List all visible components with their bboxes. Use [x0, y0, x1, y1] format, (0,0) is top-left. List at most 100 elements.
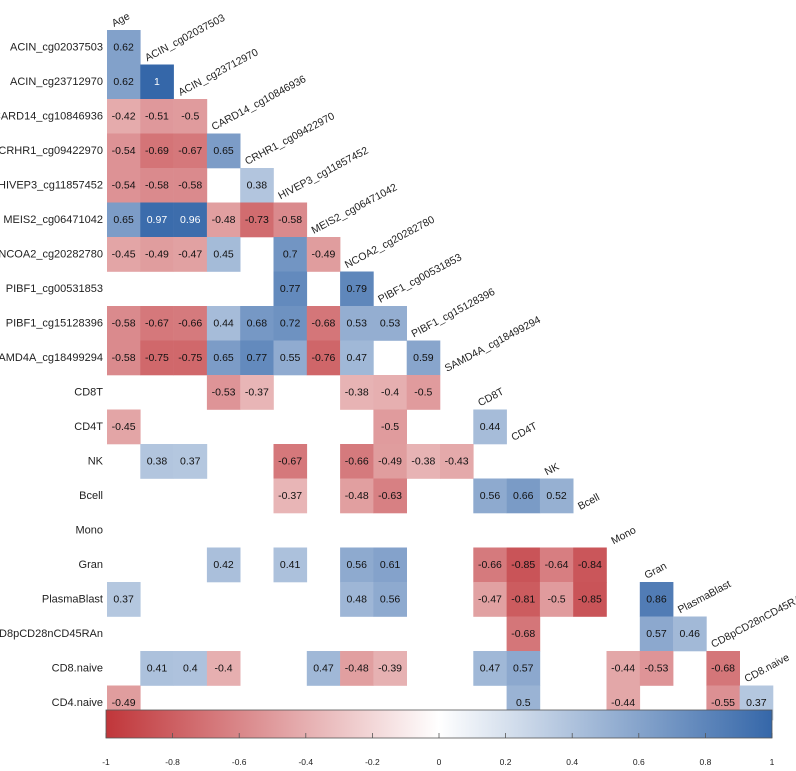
heatmap-cell — [506, 651, 541, 686]
heatmap-cell — [473, 478, 507, 514]
cell-value-label: -0.58 — [178, 179, 202, 191]
heatmap-cell — [373, 306, 407, 341]
cell-value-label: -0.68 — [711, 662, 735, 674]
cell-value-label: -0.67 — [145, 317, 169, 329]
cell-value-label: 0.41 — [280, 559, 301, 571]
heatmap-cell — [107, 306, 141, 341]
heatmap-cell — [140, 99, 174, 134]
heatmap-cell — [107, 409, 141, 445]
cell-value-label: -0.49 — [378, 455, 402, 467]
heatmap-cell — [273, 444, 308, 479]
colorbar-tick-label: 0.6 — [633, 757, 645, 767]
heatmap-cell — [107, 133, 141, 169]
cell-value-label: 1 — [154, 76, 160, 88]
cell-value-label: 0.65 — [213, 352, 234, 364]
cell-value-label: -0.75 — [145, 352, 169, 364]
column-label-plasmablast: PlasmaBlast — [676, 578, 733, 616]
row-label-cd8-naive: CD8.naive — [52, 662, 103, 674]
cell-value-label: -0.53 — [212, 386, 236, 398]
heatmap-cell — [140, 133, 174, 169]
cell-value-label: 0.61 — [380, 559, 401, 571]
heatmap-cell — [373, 478, 407, 514]
row-label-plasmablast: PlasmaBlast — [42, 593, 103, 605]
row-labels: ACIN_cg02037503 ACIN_cg23712970 CARD14_cg1… — [0, 41, 104, 709]
cell-value-label: 0.56 — [480, 490, 501, 502]
cell-value-label: 0.37 — [180, 455, 201, 467]
heatmap-cell — [140, 64, 174, 100]
cell-value-label: 0.59 — [413, 352, 434, 364]
cell-value-label: 0.77 — [280, 283, 301, 295]
cell-value-label: 0.66 — [513, 490, 534, 502]
column-label-meis2-cg06471042: MEIS2_cg06471042 — [310, 181, 400, 236]
row-label-cd8pcd28ncd45ran: CD8pCD28nCD45RAn — [0, 628, 103, 640]
heatmap-cell — [639, 616, 674, 652]
heatmap-cell — [107, 168, 141, 203]
cell-value-label: -0.49 — [145, 248, 169, 260]
row-label-cd8t: CD8T — [74, 386, 103, 398]
row-label-cd4-naive: CD4.naive — [52, 697, 103, 709]
cell-value-label: -0.48 — [345, 490, 369, 502]
heatmap-cell — [140, 237, 174, 272]
row-label-gran: Gran — [79, 559, 103, 571]
heatmap-cell — [240, 202, 274, 238]
heatmap-cell — [340, 306, 374, 341]
cell-value-label: -0.49 — [112, 697, 136, 709]
heatmap-cell — [539, 547, 574, 583]
heatmap-cell — [506, 616, 541, 652]
colorbar-tick-label: -0.4 — [298, 757, 313, 767]
cell-value-label: 0.79 — [347, 283, 368, 295]
cell-value-label: 0.52 — [546, 490, 567, 502]
heatmap-cell — [140, 444, 174, 479]
heatmap-cell — [173, 202, 208, 238]
heatmap-cell — [173, 99, 208, 134]
heatmap-cell — [406, 444, 441, 479]
cell-value-label: 0.41 — [147, 662, 168, 674]
heatmap-cell — [673, 616, 707, 652]
heatmap-cell — [206, 375, 241, 410]
heatmap-cell — [107, 202, 141, 238]
column-label-cd4t: CD4T — [509, 420, 539, 444]
cell-value-label: -0.63 — [378, 490, 402, 502]
cell-value-label: 0.57 — [513, 662, 534, 674]
heatmap-cell — [107, 340, 141, 376]
row-label-ncoa2-cg20282780: NCOA2_cg20282780 — [0, 248, 103, 260]
heatmap-cell — [240, 168, 274, 203]
cell-value-label: 0.38 — [247, 179, 268, 191]
cell-value-label: -0.58 — [278, 214, 302, 226]
column-label-hivep3-cg11857452: HIVEP3_cg11857452 — [276, 144, 370, 202]
heatmap-cell — [173, 306, 208, 341]
colorbar-ticks: -1 -0.8 -0.6 -0.4 -0.2 0 0.2 0.4 0.6 0.8 1 — [102, 733, 775, 767]
cell-value-label: 0.4 — [183, 662, 198, 674]
heatmap-cell — [706, 651, 740, 686]
cell-value-label: 0.46 — [680, 628, 701, 640]
column-label-mono: Mono — [609, 524, 638, 547]
heatmap-cell — [340, 271, 374, 307]
row-label-card14-cg10846936: CARD14_cg10846936 — [0, 110, 103, 122]
row-label-bcell: Bcell — [79, 490, 103, 502]
heatmap-cell — [473, 651, 507, 686]
heatmap-cell — [506, 547, 541, 583]
heatmap-cell — [240, 306, 274, 341]
column-label-cd8pcd28ncd45ran: CD8pCD28nCD45RAn — [709, 590, 796, 651]
cell-value-label: -0.64 — [545, 559, 569, 571]
cell-value-label: -0.47 — [478, 593, 502, 605]
heatmap-cell — [273, 340, 308, 376]
heatmap-cell — [306, 237, 341, 272]
cell-value-label: 0.44 — [480, 421, 501, 433]
heatmap-cell — [173, 444, 208, 479]
cell-value-label: -0.67 — [278, 455, 302, 467]
cell-value-label: 0.86 — [646, 593, 667, 605]
heatmap-cell — [273, 202, 308, 238]
heatmap-cell — [107, 30, 141, 65]
heatmap-cell — [140, 651, 174, 686]
row-label-pibf1-cg15128396: PIBF1_cg15128396 — [6, 317, 103, 329]
heatmap-cell — [373, 375, 407, 410]
column-label-samd4a-cg18499294: SAMD4A_cg18499294 — [443, 314, 543, 375]
heatmap-cell — [606, 651, 641, 686]
cell-value-label: -0.44 — [611, 697, 635, 709]
heatmap-cell — [373, 651, 407, 686]
cell-value-label: -0.53 — [644, 662, 668, 674]
cell-value-label: 0.5 — [516, 697, 531, 709]
heatmap-cell — [340, 582, 374, 617]
heatmap-cell — [140, 202, 174, 238]
